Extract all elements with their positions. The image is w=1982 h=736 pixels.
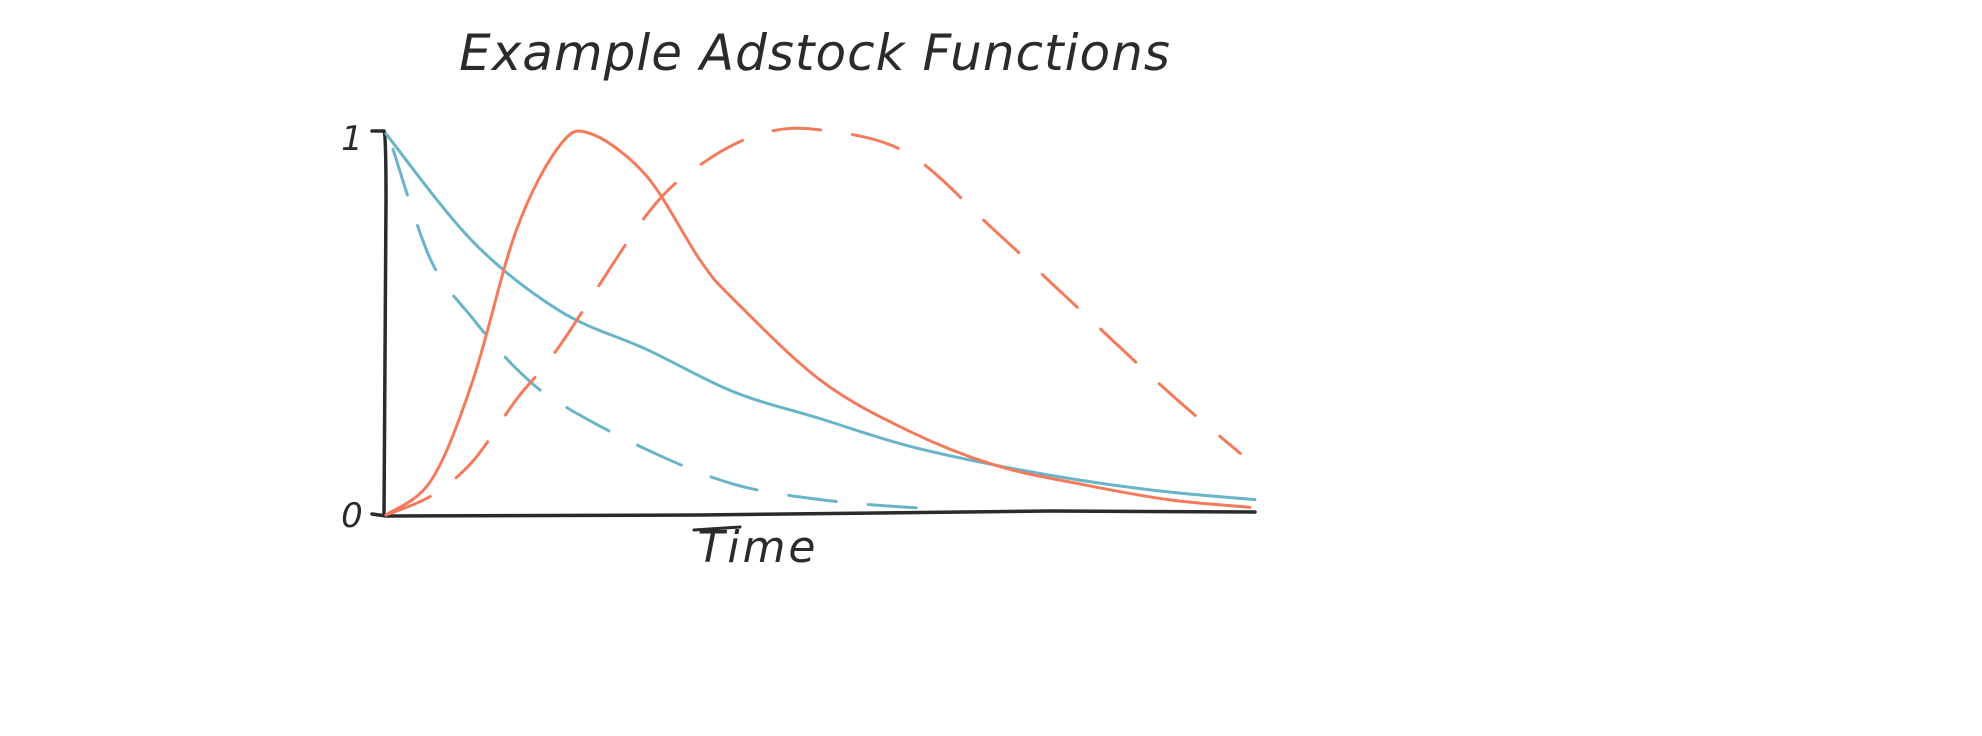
series-line-3-dashed <box>384 126 1242 517</box>
series-line-0-solid <box>384 132 1257 502</box>
x-axis <box>370 509 1257 518</box>
y-tick-label-1: 1 <box>341 119 363 159</box>
chart-title: Example Adstock Functions <box>459 24 1171 82</box>
x-label-underline <box>692 525 742 532</box>
y-axis <box>370 129 388 517</box>
y-tick-label-0: 0 <box>341 496 363 536</box>
series-line-1-dashed <box>391 147 937 510</box>
series-line-2-solid <box>384 129 1252 517</box>
x-axis-label: Time <box>697 522 818 573</box>
